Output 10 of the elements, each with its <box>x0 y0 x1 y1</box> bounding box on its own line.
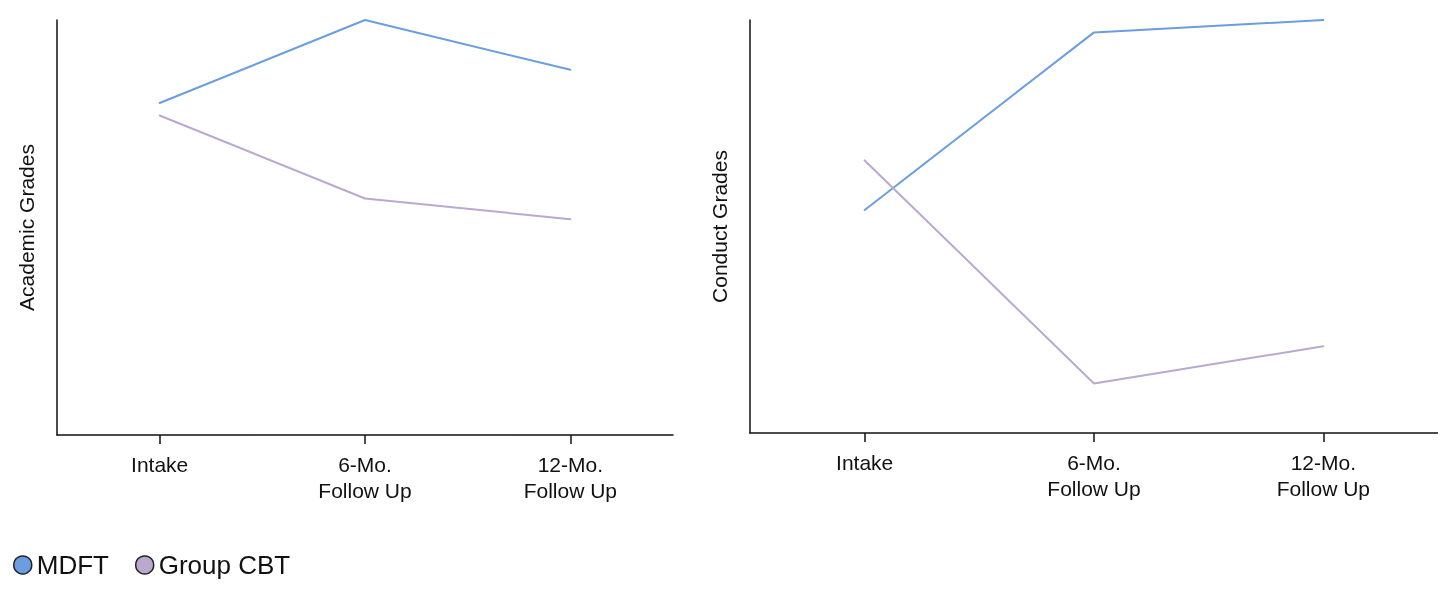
x-tick-label: Intake <box>836 450 894 474</box>
x-tick-label: Intake <box>131 452 189 476</box>
x-tick-label: 12-Mo. Follow Up <box>1276 450 1371 500</box>
y-axis-title: Academic Grades <box>15 144 38 311</box>
x-tick-label: 12-Mo. Follow Up <box>523 452 618 502</box>
y-axis-title: Conduct Grades <box>708 150 731 303</box>
x-tick-label: 6-Mo. Follow Up <box>318 452 412 502</box>
x-tick-label: 6-Mo. Follow Up <box>1047 450 1141 500</box>
legend-label: MDFT <box>36 550 110 580</box>
legend-label: Group CBT <box>158 550 291 580</box>
